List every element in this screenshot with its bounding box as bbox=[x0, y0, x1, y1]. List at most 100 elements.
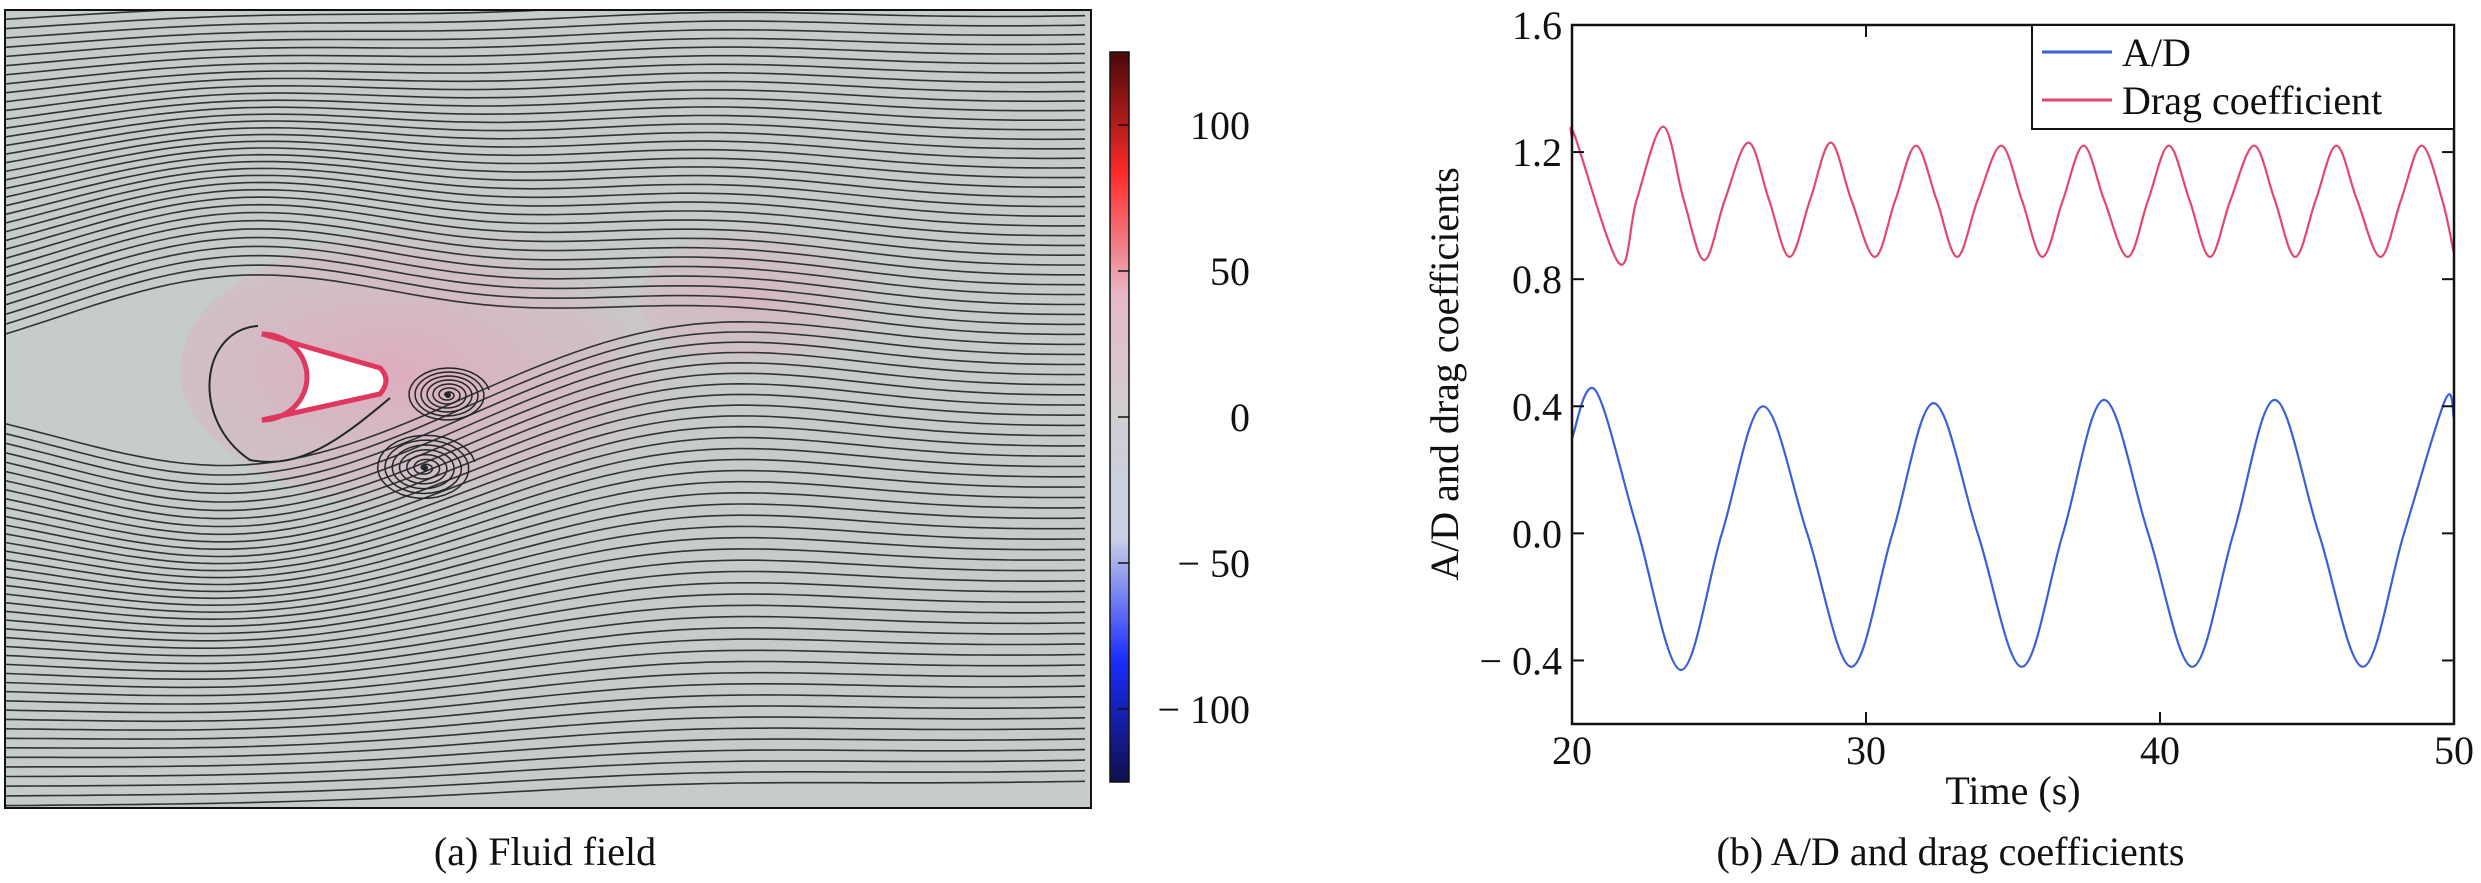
vortex-spiral bbox=[408, 367, 490, 421]
streamline bbox=[5, 649, 1086, 697]
y-tick-label: 1.6 bbox=[1512, 3, 1562, 48]
streamline bbox=[5, 604, 1086, 665]
streamline bbox=[5, 167, 1086, 216]
streamline bbox=[5, 106, 1086, 138]
streamline bbox=[5, 37, 1086, 67]
streamline bbox=[5, 126, 1086, 164]
streamline bbox=[5, 80, 1086, 112]
coefficient-chart: 20 30 40 50 − 0.4 0.0 0.4 0.8 1.2 1.6 Time (s) A/… bbox=[1422, 3, 2474, 813]
streamline bbox=[5, 769, 1086, 797]
legend-box bbox=[2031, 24, 2455, 130]
streamline bbox=[5, 89, 1086, 121]
streamline bbox=[5, 219, 1085, 278]
streamline bbox=[5, 160, 1086, 207]
wake-vorticity-region-downstream bbox=[640, 220, 940, 380]
streamline bbox=[5, 54, 1086, 85]
vortex-core bbox=[422, 465, 428, 471]
streamline bbox=[5, 415, 1086, 543]
streamline bbox=[5, 341, 1086, 486]
streamline bbox=[5, 570, 1086, 642]
streamline bbox=[5, 331, 1085, 476]
streamline bbox=[5, 188, 1086, 242]
y-tick-label: 0.0 bbox=[1512, 511, 1562, 556]
streamline bbox=[5, 425, 1086, 550]
streamline bbox=[5, 153, 1086, 198]
streamline bbox=[5, 469, 1086, 579]
teardrop-body bbox=[261, 331, 389, 423]
streamlines bbox=[5, 10, 1086, 807]
caption-panel-a: (a) Fluid field bbox=[433, 829, 657, 874]
streamline bbox=[5, 615, 1086, 673]
streamline bbox=[5, 738, 1086, 768]
streamline bbox=[5, 113, 1086, 147]
fluid-field-frame bbox=[4, 9, 1092, 809]
streamline bbox=[5, 46, 1086, 76]
streamline bbox=[5, 196, 1085, 251]
streamline bbox=[5, 626, 1086, 680]
streamline bbox=[5, 436, 1086, 558]
colorbar-tick-label: 50 bbox=[1210, 249, 1250, 294]
x-axis-label: Time (s) bbox=[1945, 768, 2080, 813]
colorbar-tick-label: 0 bbox=[1230, 395, 1250, 440]
streamline bbox=[5, 716, 1086, 750]
y-tick-label: 0.4 bbox=[1512, 384, 1562, 429]
streamline bbox=[5, 10, 17, 11]
streamline bbox=[5, 351, 1086, 495]
wake-vortex-lower bbox=[376, 434, 476, 499]
streamline bbox=[5, 228, 1085, 287]
streamline bbox=[5, 11, 1086, 39]
streamline bbox=[5, 694, 1086, 731]
streamline bbox=[5, 140, 1086, 181]
vortex-spiral bbox=[376, 434, 476, 499]
streamline bbox=[5, 759, 1086, 787]
streamline bbox=[5, 10, 565, 30]
streamline bbox=[5, 29, 1086, 58]
streamline bbox=[5, 63, 1086, 94]
streamline bbox=[5, 559, 1086, 635]
streamline bbox=[5, 71, 1086, 103]
streamline bbox=[5, 361, 1086, 503]
y-tick-label: 0.8 bbox=[1512, 257, 1562, 302]
x-tick-label: 40 bbox=[2140, 728, 2180, 773]
streamline bbox=[5, 393, 1086, 528]
streamline bbox=[5, 582, 1086, 649]
colorbar: 100 50 0 − 50 − 100 bbox=[1109, 51, 1250, 783]
streamline bbox=[5, 203, 1086, 260]
streamline bbox=[5, 548, 1086, 628]
streamline bbox=[5, 404, 1086, 536]
legend-label-ad: A/D bbox=[2122, 30, 2191, 75]
streamline bbox=[5, 372, 1085, 512]
streamline bbox=[5, 254, 1085, 316]
x-tick-label: 30 bbox=[1846, 728, 1886, 773]
streamline bbox=[5, 503, 1086, 600]
vortex-core bbox=[445, 392, 451, 398]
streamline bbox=[5, 133, 1086, 173]
streamline bbox=[5, 748, 1086, 778]
streamline bbox=[5, 480, 1086, 586]
streamline bbox=[5, 491, 1086, 593]
legend-label-drag: Drag coefficient bbox=[2122, 78, 2382, 123]
colorbar-tick-label: − 50 bbox=[1177, 541, 1250, 586]
colorbar-tick-label: − 100 bbox=[1157, 687, 1250, 732]
streamline bbox=[5, 447, 1086, 565]
wake-vorticity-region bbox=[180, 220, 780, 520]
colorbar-tick-label: 100 bbox=[1190, 103, 1250, 148]
streamline bbox=[5, 683, 1086, 723]
streamline bbox=[5, 236, 1086, 297]
streamline bbox=[5, 727, 1086, 759]
x-tick-label: 20 bbox=[1552, 728, 1592, 773]
plot-frame bbox=[1570, 23, 2456, 726]
x-tick-label: 50 bbox=[2434, 728, 2474, 773]
streamline bbox=[5, 97, 1086, 129]
streamline bbox=[5, 536, 1086, 621]
streamline bbox=[5, 174, 1086, 224]
series-line-drag bbox=[1569, 125, 2456, 266]
streamline bbox=[5, 780, 1086, 807]
y-tick-label: 1.2 bbox=[1512, 130, 1562, 175]
y-axis-label: A/D and drag coefficients bbox=[1422, 167, 1467, 581]
streamline bbox=[5, 245, 1086, 306]
streamline bbox=[5, 274, 1086, 336]
y-tick-label: − 0.4 bbox=[1479, 638, 1562, 683]
streamline bbox=[5, 593, 1086, 657]
